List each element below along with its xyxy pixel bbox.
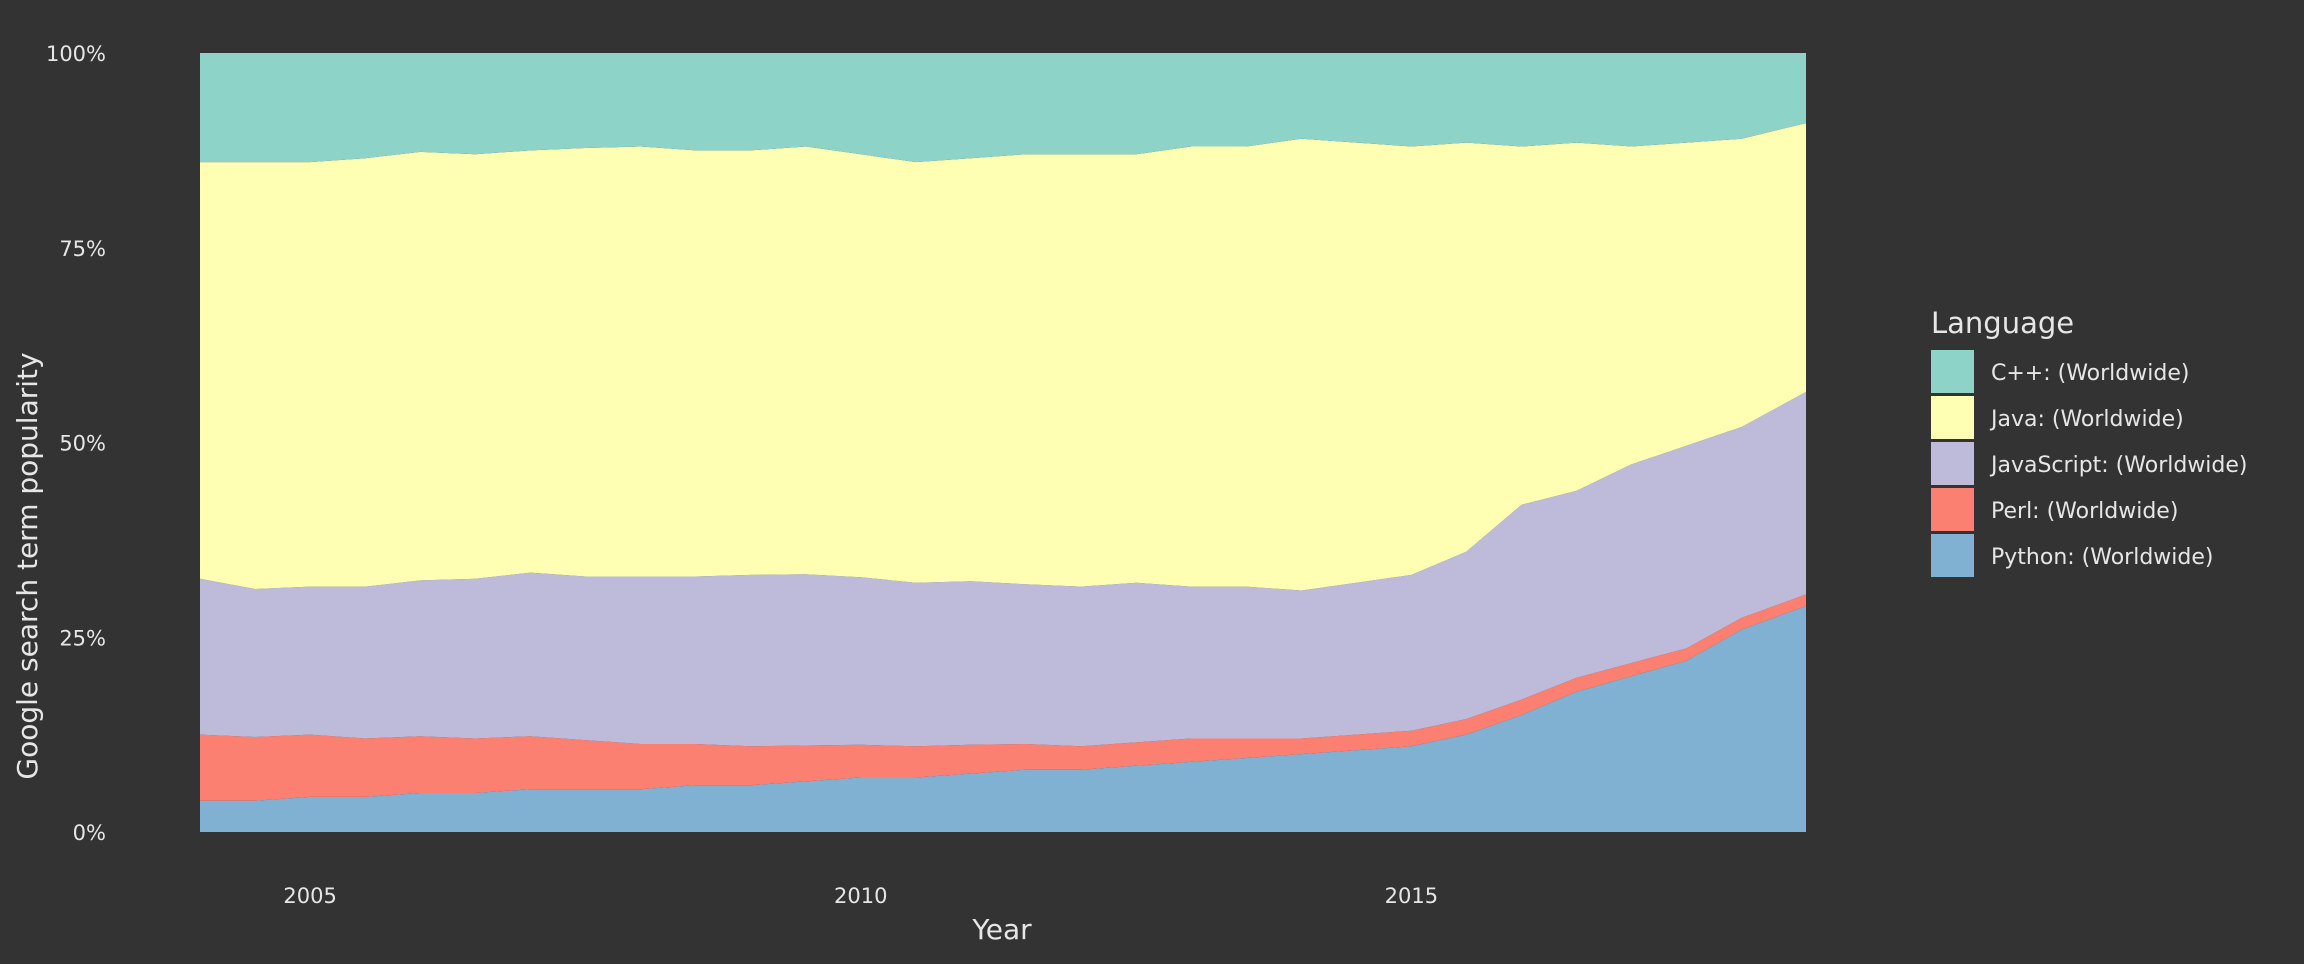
legend: Language C++: (Worldwide) Java: (Worldwid… (1931, 306, 2248, 577)
area-perl (200, 594, 1806, 801)
plot-area (200, 53, 1806, 832)
x-tick-label: 2005 (283, 884, 336, 908)
legend-swatch-javascript (1931, 442, 1974, 485)
legend-swatch-python (1931, 534, 1974, 577)
y-tick-label: 75% (59, 237, 106, 261)
legend-label-python: Python: (Worldwide) (1991, 545, 2213, 570)
x-tick-label: 2010 (834, 884, 887, 908)
y-axis: 0% 25% 50% 75% 100% (46, 42, 106, 845)
legend-swatch-cpp (1931, 350, 1974, 393)
legend-label-javascript: JavaScript: (Worldwide) (1989, 453, 2248, 478)
y-tick-label: 0% (73, 821, 106, 845)
y-axis-title: Google search term popularity (11, 352, 44, 779)
legend-title: Language (1931, 306, 2074, 340)
legend-swatch-java (1931, 396, 1974, 439)
legend-label-java: Java: (Worldwide) (1989, 407, 2184, 432)
area-java (200, 123, 1806, 591)
x-axis: 2005 2010 2015 (283, 884, 1438, 908)
legend-label-perl: Perl: (Worldwide) (1991, 499, 2178, 524)
area-javascript (200, 391, 1806, 747)
y-tick-label: 50% (59, 432, 106, 456)
y-tick-label: 100% (46, 42, 106, 66)
legend-swatch-perl (1931, 488, 1974, 531)
legend-label-cpp: C++: (Worldwide) (1991, 361, 2189, 386)
x-axis-title: Year (971, 913, 1032, 946)
y-tick-label: 25% (59, 626, 106, 650)
area-python (200, 606, 1806, 832)
area-cpp (200, 53, 1806, 163)
x-tick-label: 2015 (1385, 884, 1438, 908)
